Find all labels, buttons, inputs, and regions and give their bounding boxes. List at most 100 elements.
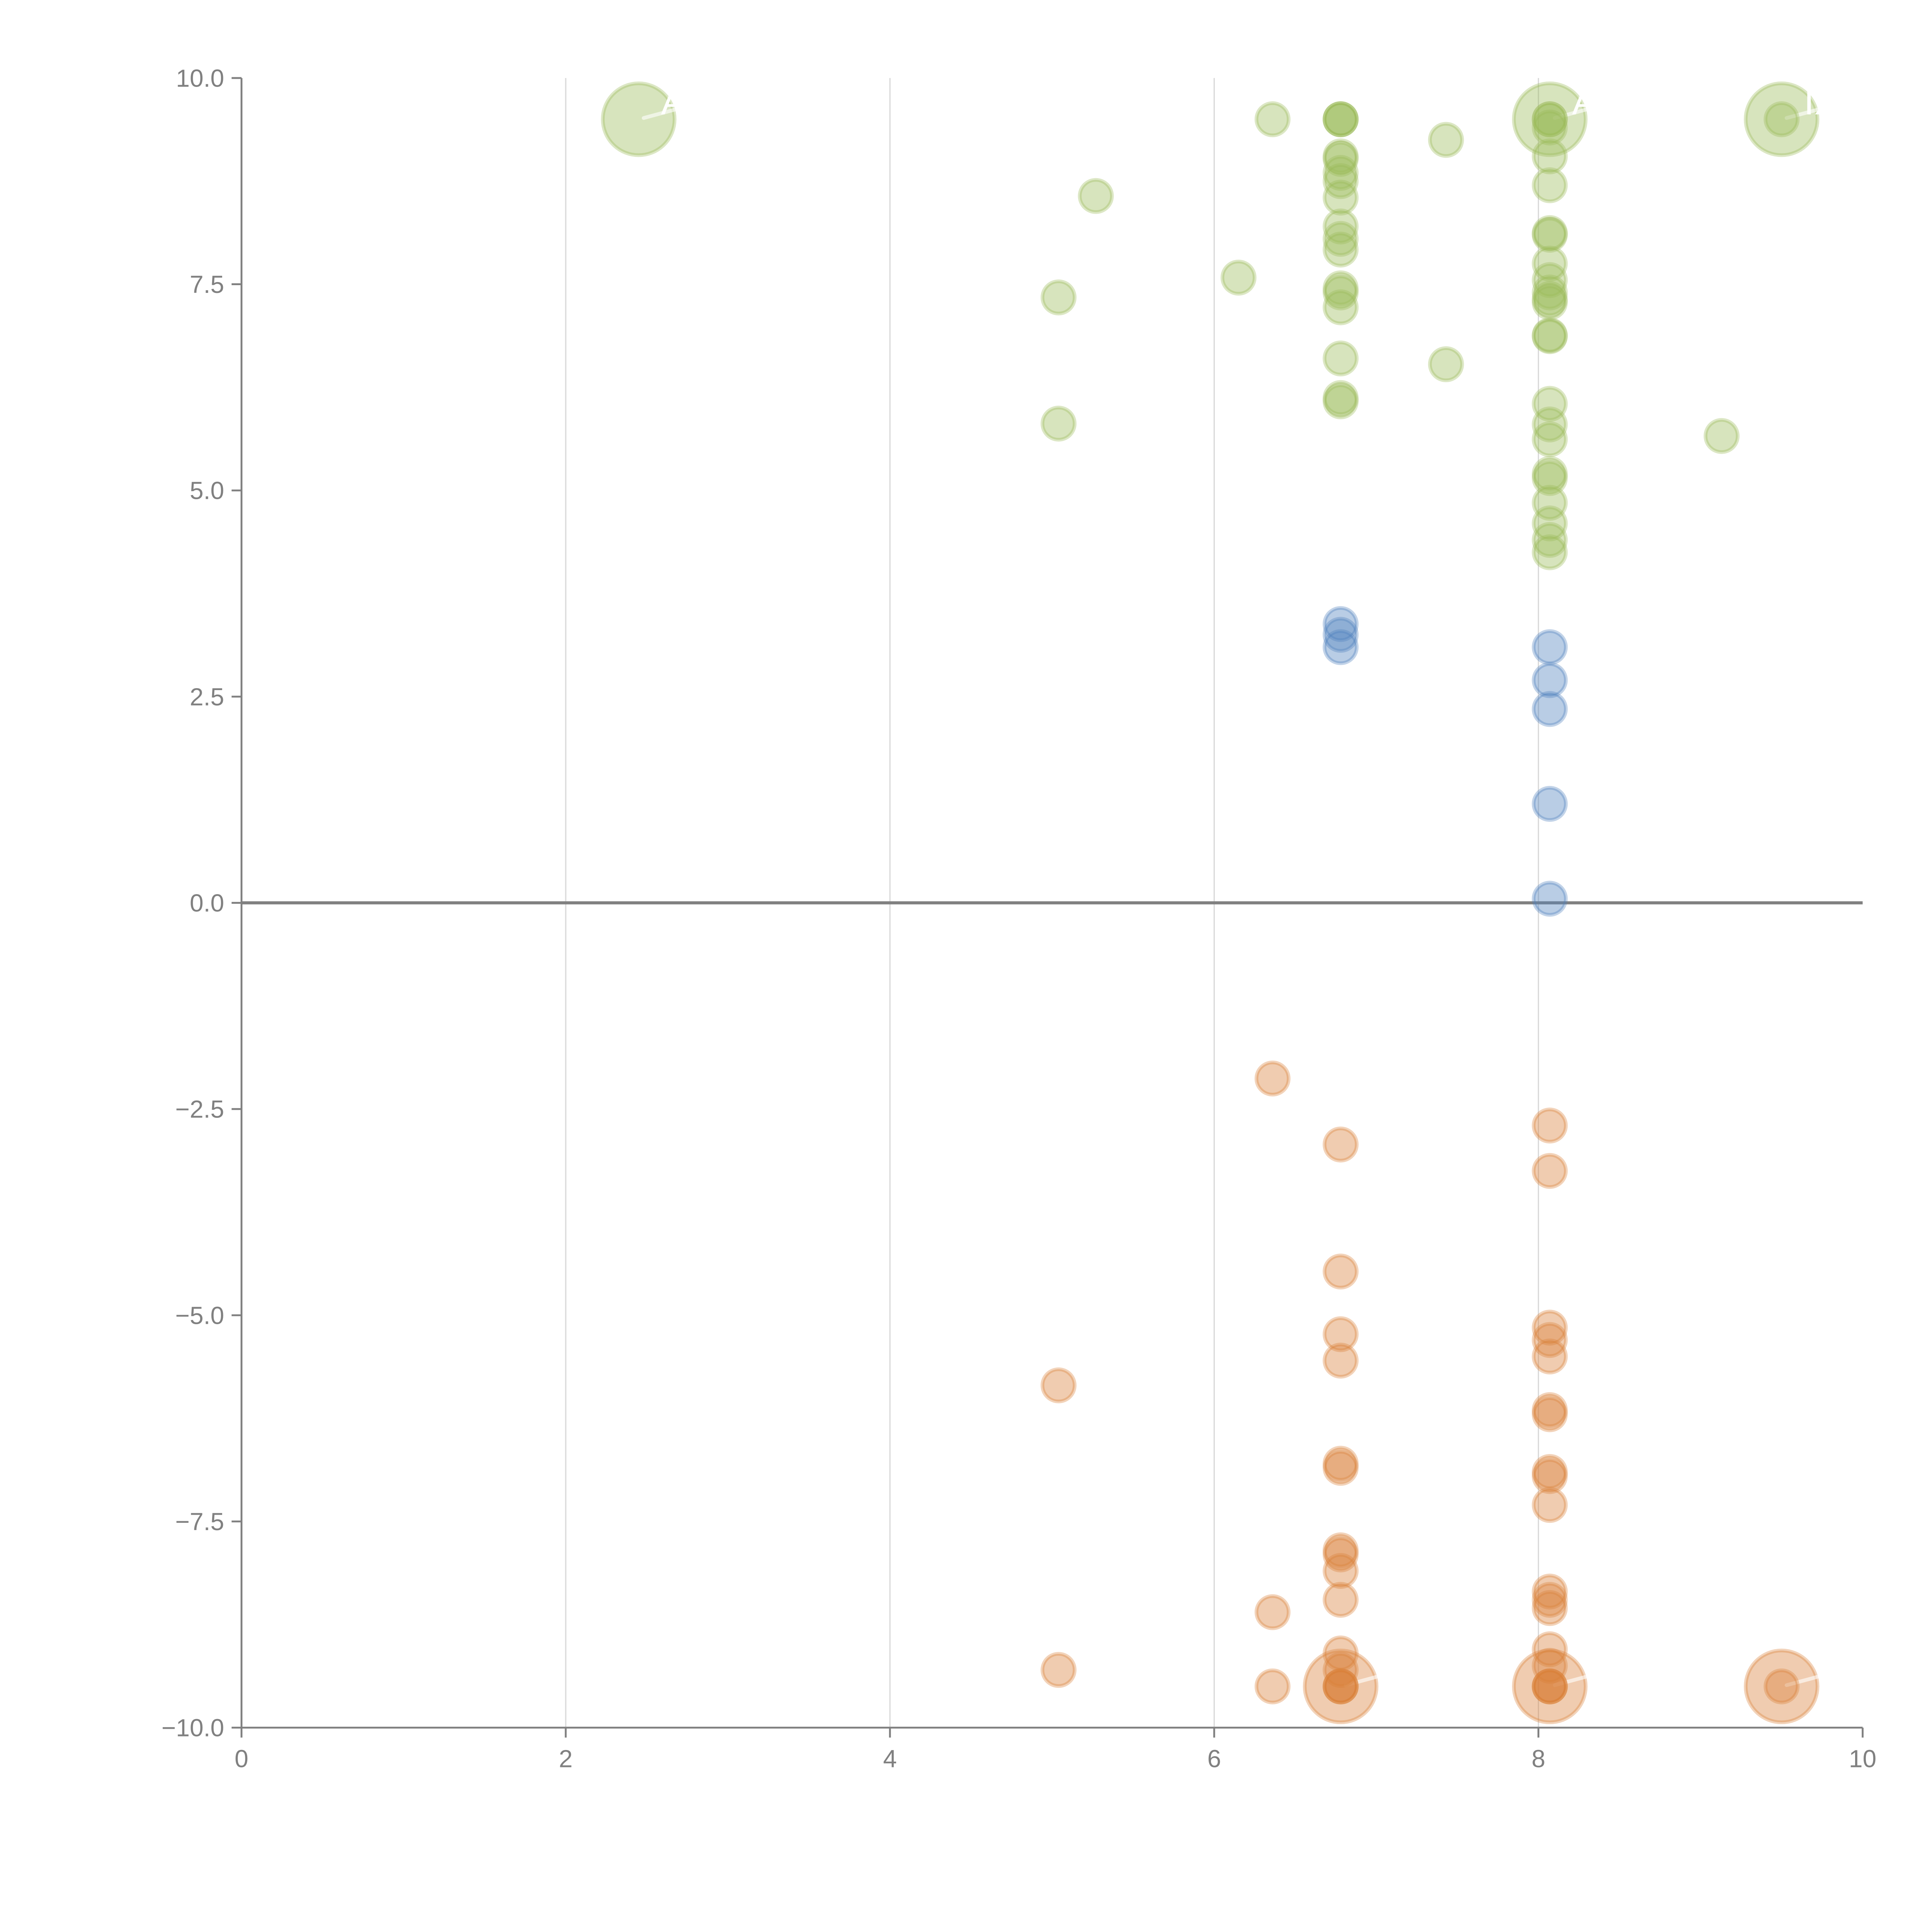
point-green	[1532, 284, 1568, 321]
point-orange	[1323, 1342, 1359, 1379]
point-green	[1323, 221, 1359, 257]
y-tick-label: −5.0	[175, 1301, 224, 1329]
y-tick-label: 5.0	[190, 477, 224, 505]
point-orange	[1323, 1536, 1359, 1573]
point-blue	[1532, 691, 1568, 727]
point-blue	[1323, 617, 1359, 653]
point-green	[1532, 406, 1568, 442]
point-orange-large	[1512, 1648, 1588, 1725]
point-green	[1323, 101, 1359, 138]
point-green	[1078, 178, 1114, 214]
point-blue	[1532, 881, 1568, 917]
point-green	[1532, 245, 1568, 282]
point-orange	[1532, 1458, 1568, 1494]
point-green	[1532, 456, 1568, 492]
point-orange	[1323, 1582, 1359, 1618]
point-green	[1532, 215, 1568, 251]
axes: 0 2 4 6 8 10 10.0 7.5 5.0 2.5 0.0 −2.5 −5.0 −7.5 −10.0	[162, 64, 1876, 1772]
point-green	[1704, 418, 1740, 454]
point-green	[1323, 141, 1359, 177]
point-orange	[1532, 1582, 1568, 1618]
point-green	[1532, 386, 1568, 422]
y-tick-label: 10.0	[176, 64, 224, 92]
point-green	[1764, 101, 1800, 138]
point-orange	[1323, 1668, 1359, 1704]
y-tick-label: 7.5	[190, 270, 224, 298]
data-points: A IX A	[601, 81, 1839, 1725]
point-green	[1323, 231, 1359, 268]
point-blue	[1532, 629, 1568, 665]
point-label: A	[661, 81, 686, 122]
point-green	[1041, 279, 1077, 316]
y-tick-label: −2.5	[175, 1095, 224, 1123]
point-orange	[1532, 1590, 1568, 1626]
point-green	[1323, 380, 1359, 416]
point-green	[1323, 163, 1359, 199]
point-green	[1532, 505, 1568, 542]
point-green	[1220, 260, 1257, 296]
point-orange	[1532, 1648, 1568, 1684]
point-orange	[1323, 1446, 1359, 1482]
point-orange	[1532, 1573, 1568, 1610]
point-green	[1532, 318, 1568, 354]
point-orange	[1323, 1553, 1359, 1589]
point-orange	[1323, 1532, 1359, 1568]
point-green	[1323, 274, 1359, 311]
point-green-large	[601, 81, 677, 157]
label-leader-line	[1784, 107, 1821, 120]
point-orange	[1532, 1322, 1568, 1358]
x-tick-label: 10	[1849, 1745, 1876, 1773]
point-orange	[1323, 1652, 1359, 1688]
point-green	[1323, 101, 1359, 138]
point-orange	[1532, 1668, 1568, 1704]
point-orange	[1532, 1396, 1568, 1432]
point-green	[1323, 340, 1359, 377]
label-leader-line	[1553, 107, 1589, 120]
point-green	[1428, 122, 1464, 158]
y-tick-label: −10.0	[162, 1714, 224, 1742]
point-orange	[1254, 1668, 1291, 1704]
point-green	[1323, 270, 1359, 306]
point-orange	[1323, 1668, 1359, 1704]
x-tick-label: 0	[235, 1745, 248, 1773]
point-orange	[1532, 1153, 1568, 1189]
point-green	[1532, 274, 1568, 311]
x-tick-label: 4	[883, 1745, 897, 1773]
point-orange	[1532, 1392, 1568, 1428]
point-orange	[1041, 1652, 1077, 1688]
point-green-large	[1512, 81, 1588, 157]
point-green	[1532, 460, 1568, 496]
y-tick-label: 0.0	[190, 889, 224, 917]
point-orange-large	[1743, 1648, 1820, 1725]
point-orange	[1323, 1668, 1359, 1704]
point-orange-large	[1303, 1648, 1379, 1725]
point-orange	[1532, 1310, 1568, 1346]
point-orange	[1532, 1668, 1568, 1704]
point-orange	[1323, 1126, 1359, 1163]
x-tick-label: 6	[1207, 1745, 1221, 1773]
point-green	[1532, 101, 1568, 138]
point-green	[1532, 217, 1568, 253]
point-green	[1428, 346, 1464, 383]
point-green	[1532, 167, 1568, 203]
point-green	[1532, 262, 1568, 298]
point-orange	[1323, 1253, 1359, 1290]
point-orange	[1532, 1631, 1568, 1667]
point-orange	[1532, 1454, 1568, 1490]
point-orange	[1323, 1316, 1359, 1352]
point-green	[1532, 138, 1568, 175]
point-green	[1323, 208, 1359, 245]
point-label: A	[1572, 81, 1597, 122]
point-green	[1532, 485, 1568, 521]
point-orange	[1532, 1487, 1568, 1523]
x-tick-label: 8	[1532, 1745, 1546, 1773]
point-orange	[1254, 1060, 1291, 1097]
point-orange	[1254, 1594, 1291, 1630]
point-blue	[1532, 786, 1568, 822]
y-tick-label: 2.5	[190, 683, 224, 711]
point-green	[1532, 109, 1568, 146]
point-green	[1532, 534, 1568, 570]
point-orange	[1323, 1635, 1359, 1672]
x-tick-label: 2	[559, 1745, 573, 1773]
